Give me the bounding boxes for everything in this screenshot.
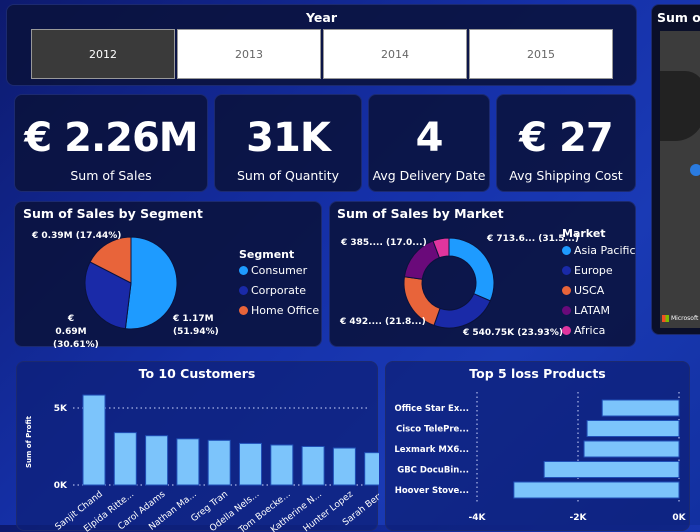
y-tick-label: Office Star Ex... [394, 404, 469, 414]
bar-0[interactable] [82, 394, 106, 486]
bar-6[interactable] [270, 444, 294, 486]
legend-africa[interactable]: Africa [562, 324, 605, 337]
y-tick-label: Cisco TelePre... [396, 425, 469, 435]
bar-4[interactable] [207, 439, 231, 486]
year-2012-button[interactable]: 2012 [31, 29, 175, 79]
legend-dot [562, 326, 571, 335]
map-landmass [660, 71, 700, 141]
kpi-value: € 2.26M [24, 115, 198, 161]
microsoft-logo: Microsoft [662, 315, 698, 322]
bar-5[interactable] [239, 442, 262, 486]
map-title: Sum of [657, 10, 700, 25]
bar-1[interactable] [586, 420, 680, 437]
kpi-quantity: 31K Sum of Quantity [214, 94, 362, 192]
slice-corporate[interactable] [84, 261, 132, 330]
loss-products-panel: Top 5 loss Products -4K -2K 0K Office Star … [385, 361, 690, 531]
label-usca: € 492.... (21.8...) [340, 317, 426, 327]
y-tick-label: Lexmark MX6... [394, 445, 469, 455]
market-donut [403, 237, 495, 329]
bar-3[interactable] [543, 461, 680, 478]
x-tick-label: -4K [469, 513, 487, 523]
segment-chart-panel: Sum of Sales by Segment € 0.39M (17.44%)… [14, 201, 322, 350]
x-tick-label: 0K [672, 513, 686, 523]
y-tick-label: Hoover Stove... [395, 486, 469, 496]
bar-2[interactable] [583, 440, 680, 458]
slice-europe[interactable] [433, 293, 491, 329]
legend-dot [239, 306, 248, 315]
top-customers-title: To 10 Customers [138, 366, 256, 381]
y-tick-label: 0K [54, 481, 68, 491]
year-2014-button[interactable]: 2014 [323, 29, 467, 79]
kpi-value: € 27 [519, 115, 613, 161]
y-tick-label: GBC DocuBin... [397, 466, 469, 476]
year-2013-button[interactable]: 2013 [177, 29, 321, 79]
bar-7[interactable] [301, 446, 325, 486]
loss-products-title: Top 5 loss Products [469, 366, 606, 381]
kpi-label: Avg Shipping Cost [509, 168, 623, 183]
segment-legend-title: Segment [239, 248, 295, 261]
legend-consumer[interactable]: Consumer [239, 264, 307, 277]
slice-home-office[interactable] [89, 236, 132, 284]
year-2015-button[interactable]: 2015 [469, 29, 613, 79]
kpi-value: 4 [415, 115, 444, 161]
legend-dot [562, 266, 571, 275]
kpi-label: Sum of Quantity [236, 168, 340, 183]
x-tick-label: -2K [570, 513, 588, 523]
y-tick-label: 5K [54, 404, 68, 414]
kpi-delivery: 4 Avg Delivery Date [368, 94, 490, 192]
year-slicer-title: Year [306, 10, 337, 25]
label-europe: € 540.75K (23.93%) [463, 328, 563, 338]
bar-3[interactable] [176, 438, 200, 486]
slice-asia-pacific[interactable] [448, 237, 495, 302]
bar-0[interactable] [601, 399, 680, 417]
kpi-value: 31K [246, 115, 331, 161]
map-bubble[interactable] [690, 164, 700, 176]
label-latam: € 385.... (17.0...) [341, 238, 427, 248]
bar-4[interactable] [513, 481, 680, 499]
label-corporate-value: € 0.69M (30.61%) [53, 314, 99, 350]
kpi-label: Sum of Sales [70, 168, 152, 183]
segment-pie [84, 236, 178, 330]
market-chart-panel: Sum of Sales by Market € 713.6... (31.5.… [329, 201, 636, 347]
slice-africa[interactable] [432, 237, 450, 259]
market-chart-title: Sum of Sales by Market [337, 206, 504, 221]
legend-usca[interactable]: USCA [562, 284, 604, 297]
legend-dot [239, 286, 248, 295]
market-legend-title: Market [562, 227, 606, 240]
legend-home-office[interactable]: Home Office [239, 304, 319, 317]
bar-2[interactable] [145, 435, 169, 486]
segment-chart-title: Sum of Sales by Segment [23, 206, 203, 221]
map-canvas[interactable]: Microsoft [660, 31, 700, 328]
label-consumer: € 1.17M (51.94%) [173, 314, 219, 337]
slice-consumer[interactable] [124, 236, 178, 330]
legend-asia-pacific[interactable]: Asia Pacific [562, 244, 636, 257]
loss-products-chart: -4K -2K 0K Office Star Ex... Cisco TelePre..… [394, 392, 687, 523]
bar-8[interactable] [332, 447, 356, 486]
legend-corporate[interactable]: Corporate [239, 284, 306, 297]
bar-1[interactable] [113, 432, 137, 486]
kpi-shipping: € 27 Avg Shipping Cost [496, 94, 636, 192]
map-visual[interactable]: Sum of Microsoft [651, 4, 700, 335]
label-home-office: € 0.39M (17.44%) [32, 231, 122, 241]
legend-dot [239, 266, 248, 275]
legend-dot [562, 306, 571, 315]
legend-europe[interactable]: Europe [562, 264, 613, 277]
kpi-label: Avg Delivery Date [372, 168, 486, 183]
legend-latam[interactable]: LATAM [562, 304, 610, 317]
label-asia-pacific: € 713.6... (31.5...) [487, 234, 579, 244]
bar-9[interactable] [364, 452, 379, 486]
legend-dot [562, 246, 571, 255]
kpi-sales: € 2.26M Sum of Sales [14, 94, 208, 192]
legend-dot [562, 286, 571, 295]
top-customers-panel: To 10 Customers 0K 5K Sum of Profit Sanjit … [16, 361, 379, 532]
y-axis-label: Sum of Profit [25, 415, 33, 468]
